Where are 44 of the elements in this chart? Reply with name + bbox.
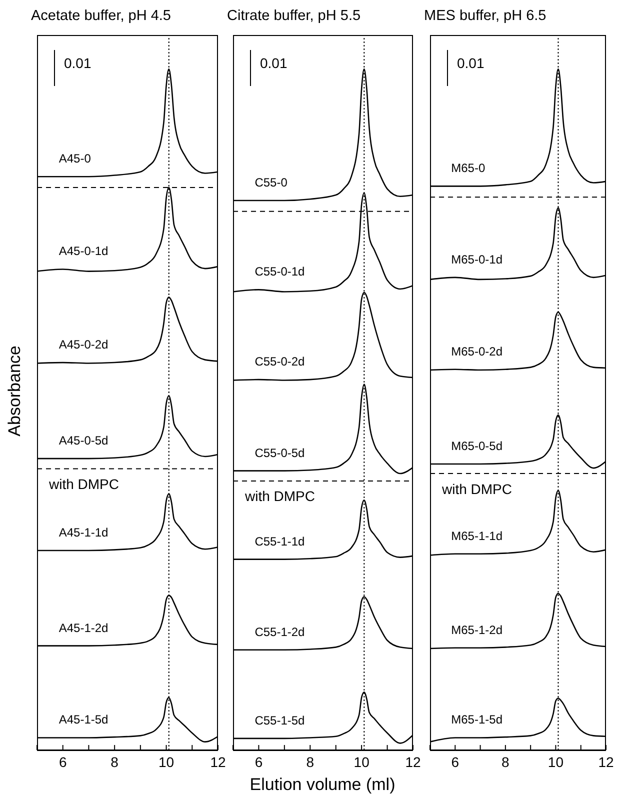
annotation: 0.01 [260, 55, 288, 71]
series-label: M65-0-2d [451, 344, 502, 358]
series-label: C55-0-1d [254, 264, 305, 279]
annotation: with DMPC [442, 480, 512, 497]
chart-title: Acetate buffer, pH 4.5 [31, 8, 171, 24]
series-label: A45-0-2d [58, 338, 108, 352]
series-label: M65-0-1d [451, 252, 502, 266]
x-tick-label: 12 [598, 754, 614, 770]
annotation: 0.01 [64, 55, 92, 71]
series-label: A45-0-1d [58, 244, 108, 258]
chart-title: Citrate buffer, pH 5.5 [227, 8, 361, 24]
x-tick-label: 6 [451, 754, 460, 770]
x-tick-label: 10 [354, 754, 370, 770]
series-label: A45-0-5d [58, 434, 108, 448]
x-axis-title: Elution volume (ml) [248, 775, 396, 795]
x-tick-label: 6 [58, 754, 67, 770]
series-label: A45-1-5d [58, 712, 108, 727]
series-label: C55-0-5d [254, 446, 305, 460]
x-tick-label: 8 [110, 754, 119, 770]
annotation: with DMPC [245, 488, 316, 504]
y-axis-title: Absorbance [5, 344, 25, 438]
series-label: C55-1-2d [254, 624, 305, 639]
x-tick-label: 12 [210, 754, 226, 770]
x-tick-label: 8 [306, 754, 314, 770]
annotation: with DMPC [49, 476, 120, 492]
series-label: M65-1-2d [451, 622, 502, 637]
x-tick-label: 10 [548, 754, 564, 770]
x-tick-label: 8 [502, 754, 510, 770]
series-label: A45-0 [58, 152, 92, 166]
series-label: C55-1-5d [254, 713, 305, 728]
series-label: A45-1-1d [58, 525, 108, 540]
chart-title: MES buffer, pH 6.5 [424, 8, 548, 24]
series-label: C55-1-1d [254, 534, 305, 548]
series-label: M65-1-1d [451, 528, 502, 543]
series-label: M65-0-5d [451, 439, 502, 453]
x-tick-label: 6 [254, 754, 263, 770]
x-tick-label: 10 [158, 754, 174, 770]
series-label: M65-1-5d [451, 712, 502, 727]
series-label: M65-0 [451, 161, 486, 176]
series-label: C55-0-2d [254, 354, 305, 369]
series-label: A45-1-2d [58, 620, 108, 635]
series-label: C55-0 [254, 175, 288, 190]
x-tick-label: 12 [405, 754, 421, 770]
annotation: 0.01 [457, 55, 484, 71]
